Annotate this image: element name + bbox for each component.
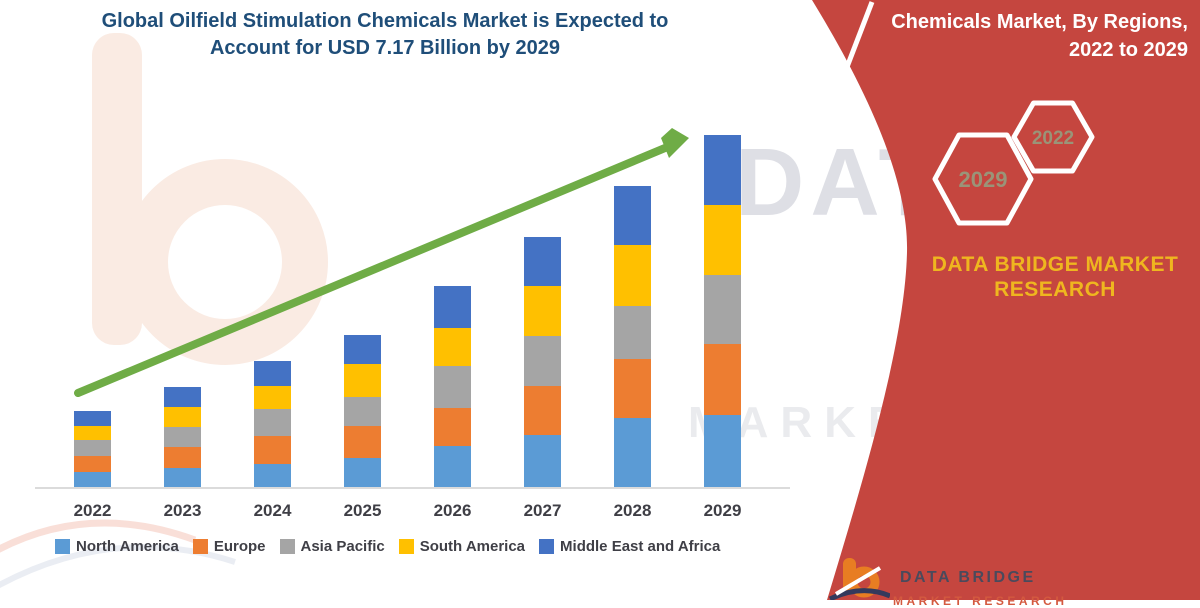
chart-legend: North America Europe Asia Pacific South Ame… — [55, 538, 720, 555]
bar-segment-2024-asia-pacific — [254, 408, 291, 436]
bar-segment-2023-asia-pacific — [164, 427, 201, 448]
bar-segment-2028-asia-pacific — [614, 305, 651, 359]
bar-segment-2028-middle-east-and-africa — [614, 186, 651, 246]
legend-item-middle-east-and-africa: Middle East and Africa — [539, 538, 720, 555]
bar-segment-2025-europe — [344, 425, 381, 458]
x-axis-label-2025: 2025 — [343, 501, 382, 520]
bar-segment-2023-middle-east-and-africa — [164, 387, 201, 408]
legend-item-north-america: North America — [55, 538, 179, 555]
legend-item-europe: Europe — [192, 538, 266, 555]
x-axis-label-2026: 2026 — [433, 501, 472, 520]
x-axis-label-2024: 2024 — [253, 501, 292, 520]
legend-label: Asia Pacific — [300, 538, 385, 555]
chart-title-line2: Account for USD 7.17 Billion by 2029 — [209, 37, 561, 59]
bar-segment-2023-europe — [164, 447, 201, 468]
legend-label: Europe — [213, 538, 266, 555]
footer-logo-subtext: MARKET RESEARCH — [893, 594, 1068, 608]
banner-heading-line2: 2022 to 2029 — [1069, 39, 1188, 61]
legend-swatch-icon — [539, 539, 555, 554]
chart-title: Global Oilfield Stimulation Chemicals Ma… — [35, 8, 735, 62]
bar-segment-2024-middle-east-and-africa — [254, 361, 291, 386]
bar-segment-2028-north-america — [614, 417, 651, 487]
bar-segment-2022-middle-east-and-africa — [74, 411, 111, 427]
legend-item-south-america: South America — [398, 538, 526, 555]
banner-heading: Chemicals Market, By Regions, 2022 to 20… — [858, 8, 1188, 64]
bar-segment-2026-south-america — [434, 327, 471, 366]
bar-segment-2027-middle-east-and-africa — [524, 237, 561, 287]
bar-segment-2027-south-america — [524, 286, 561, 337]
bar-segment-2025-asia-pacific — [344, 396, 381, 426]
legend-swatch-icon — [398, 539, 414, 554]
bar-segment-2029-asia-pacific — [704, 274, 741, 344]
x-axis-label-2023: 2023 — [163, 501, 202, 520]
brand-name-line2: RESEARCH — [994, 278, 1116, 301]
legend-swatch-icon — [192, 539, 208, 554]
legend-label: North America — [76, 538, 179, 555]
bar-segment-2023-north-america — [164, 467, 201, 487]
chart-title-line1: Global Oilfield Stimulation Chemicals Ma… — [101, 10, 669, 32]
x-axis-label-2029: 2029 — [703, 501, 742, 520]
legend-swatch-icon — [55, 539, 70, 554]
bar-segment-2027-europe — [524, 386, 561, 436]
bar-segment-2028-europe — [614, 358, 651, 418]
bar-segment-2026-europe — [434, 408, 471, 446]
bar-segment-2027-asia-pacific — [524, 336, 561, 387]
bar-segment-2023-south-america — [164, 407, 201, 428]
bar-segment-2026-middle-east-and-africa — [434, 286, 471, 328]
bar-segment-2025-north-america — [344, 457, 381, 487]
footer-logo-text: DATA BRIDGE — [900, 569, 1036, 586]
banner-heading-line1: Chemicals Market, By Regions, — [891, 11, 1188, 33]
brand-name: DATA BRIDGE MARKET RESEARCH — [930, 252, 1180, 302]
x-axis-line — [35, 487, 790, 489]
legend-label: Middle East and Africa — [560, 538, 721, 555]
bar-segment-2027-north-america — [524, 435, 561, 487]
bar-segment-2024-north-america — [254, 464, 291, 487]
x-axis-label-2028: 2028 — [613, 501, 652, 520]
legend-label: South America — [419, 538, 526, 555]
footer-logo-b-icon — [828, 558, 890, 600]
bar-segment-2029-north-america — [704, 414, 741, 487]
x-axis-label-2027: 2027 — [523, 501, 562, 520]
brand-name-line1: DATA BRIDGE MARKET — [931, 253, 1179, 276]
bar-segment-2026-north-america — [434, 445, 471, 487]
bar-segment-2029-south-america — [704, 204, 741, 275]
bar-segment-2022-europe — [74, 455, 111, 472]
bar-segment-2028-south-america — [614, 245, 651, 306]
bar-segment-2022-asia-pacific — [74, 440, 111, 456]
bar-segment-2025-south-america — [344, 364, 381, 397]
bar-segment-2029-middle-east-and-africa — [704, 135, 741, 205]
stacked-bar-chart: 2022 2023 2024 2025 2026 2027 2028 2029 — [35, 135, 790, 520]
bar-segment-2022-south-america — [74, 426, 111, 441]
bar-segment-2026-asia-pacific — [434, 365, 471, 409]
legend-swatch-icon — [279, 539, 295, 554]
x-axis-label-2022: 2022 — [73, 501, 112, 520]
legend-item-asia-pacific: Asia Pacific — [279, 538, 385, 555]
bar-segment-2025-middle-east-and-africa — [344, 335, 381, 364]
bar-segment-2024-europe — [254, 435, 291, 465]
bar-segment-2029-europe — [704, 343, 741, 415]
bar-segment-2024-south-america — [254, 385, 291, 409]
bar-segment-2022-north-america — [74, 471, 111, 487]
